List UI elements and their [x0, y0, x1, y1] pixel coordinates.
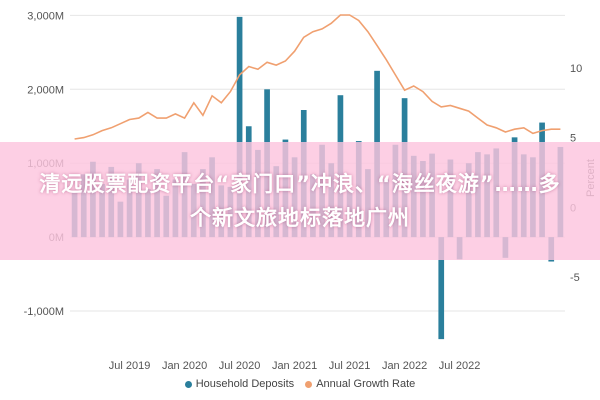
x-axis-tick-label: Jul 2022: [439, 360, 481, 372]
x-axis-tick-label: Jan 2020: [162, 360, 207, 372]
headline-text: 清远股票配资平台“家门口”冲浪、“海丝夜游”……多个新文旅地标落地广州: [39, 172, 561, 230]
legend-dot-icon: [184, 380, 192, 388]
deposit-bar: [438, 237, 445, 340]
x-axis-labels: Jul 2019 Jan 2020 Jul 2020 Jan 2021 Jul 2021…: [109, 360, 481, 372]
x-axis-tick-label: Jul 2019: [109, 360, 151, 372]
legend-dot-icon: [305, 380, 313, 388]
legend-item-annual-growth-rate[interactable]: Annual Growth Rate: [305, 378, 415, 390]
headline-banner[interactable]: 清远股票配资平台“家门口”冲浪、“海丝夜游”……多个新文旅地标落地广州: [0, 142, 600, 260]
x-axis-tick-label: Jul 2021: [329, 360, 371, 372]
legend-label: Household Deposits: [195, 378, 295, 390]
left-axis-tick-label: 2,000M: [27, 84, 64, 96]
x-axis-tick-label: Jan 2021: [272, 360, 317, 372]
legend-label: Annual Growth Rate: [316, 378, 416, 390]
left-axis-tick-label: 3,000M: [27, 10, 64, 22]
legend-item-household-deposits[interactable]: Household Deposits: [184, 378, 295, 390]
x-axis-tick-label: Jan 2022: [382, 360, 427, 372]
deposit-bar: [236, 16, 243, 238]
growth-rate-line: [74, 14, 561, 140]
right-axis-tick-label: 10: [570, 63, 582, 75]
x-axis-tick-label: Jul 2020: [219, 360, 261, 372]
left-axis-tick-label: -1,000M: [24, 306, 64, 318]
growth-rate-series-line: [74, 14, 561, 140]
right-axis-tick-label: 5: [570, 133, 576, 145]
right-axis-tick-label: -5: [570, 272, 580, 284]
legend: Household Deposits Annual Growth Rate: [0, 378, 600, 391]
